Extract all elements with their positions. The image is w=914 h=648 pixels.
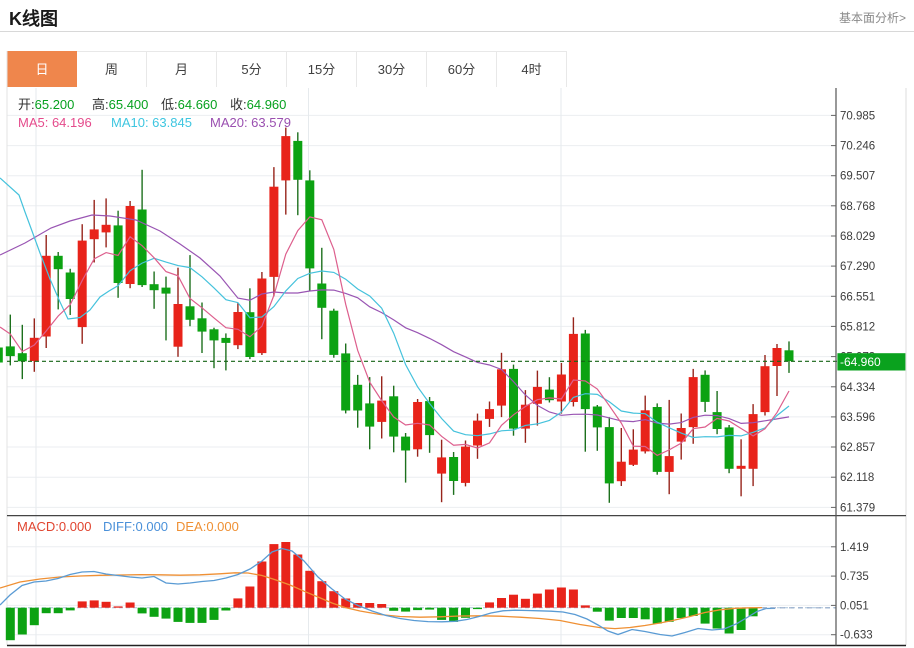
svg-text:70.985: 70.985: [840, 110, 875, 122]
svg-text:65.812: 65.812: [840, 321, 875, 333]
svg-text:63.596: 63.596: [840, 412, 875, 424]
svg-text:收:64.960: 收:64.960: [230, 97, 286, 112]
svg-text:-0.633: -0.633: [840, 630, 873, 642]
svg-text:64.334: 64.334: [840, 382, 876, 394]
svg-text:DIFF:0.000: DIFF:0.000: [103, 519, 168, 534]
svg-text:高:65.400: 高:65.400: [92, 97, 148, 112]
svg-text:68.029: 68.029: [840, 231, 875, 243]
svg-text:1.419: 1.419: [840, 542, 869, 554]
svg-text:MACD:0.000: MACD:0.000: [17, 519, 91, 534]
svg-text:70.246: 70.246: [840, 141, 875, 153]
svg-text:68.768: 68.768: [840, 201, 875, 213]
svg-text:61.379: 61.379: [840, 502, 875, 514]
svg-text:低:64.660: 低:64.660: [161, 97, 217, 112]
svg-text:69.507: 69.507: [840, 171, 875, 183]
svg-text:62.118: 62.118: [840, 472, 874, 484]
svg-text:MA10: 63.845: MA10: 63.845: [111, 115, 192, 130]
svg-text:DEA:0.000: DEA:0.000: [176, 519, 239, 534]
svg-text:0.735: 0.735: [840, 571, 869, 583]
svg-text:62.857: 62.857: [840, 442, 875, 454]
svg-text:-64.960: -64.960: [840, 355, 881, 369]
svg-text:开:65.200: 开:65.200: [18, 97, 74, 112]
svg-text:66.551: 66.551: [840, 291, 875, 303]
svg-text:MA5: 64.196: MA5: 64.196: [18, 115, 92, 130]
svg-text:0.051: 0.051: [840, 600, 869, 612]
svg-text:MA20: 63.579: MA20: 63.579: [210, 115, 291, 130]
svg-text:67.290: 67.290: [840, 261, 875, 273]
